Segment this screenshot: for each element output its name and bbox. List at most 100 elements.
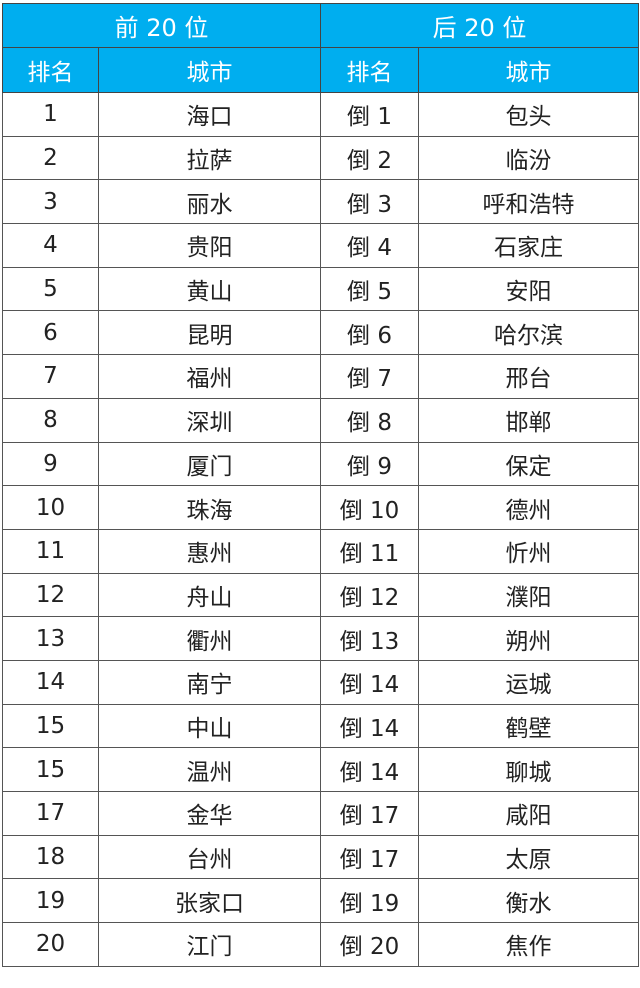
bottom-rank-cell: 倒 19 (320, 878, 420, 924)
bottom-city-cell: 呼和浩特 (418, 179, 640, 225)
top-city-cell: 衢州 (97, 616, 322, 661)
bottom-rank-cell: 倒 13 (320, 616, 420, 661)
table-row: 11 惠州倒 11 忻州 (2, 528, 640, 574)
top-city-cell: 金华 (97, 791, 322, 836)
top-city-cell: 昆明 (97, 310, 322, 356)
bottom-city-cell: 运城 (418, 659, 640, 705)
bottom-rank-cell: 倒 11 (320, 528, 420, 574)
top-rank-cell: 15 (2, 703, 99, 749)
bottom-city-cell: 焦作 (418, 922, 640, 967)
bottom-city-cell: 鹤壁 (418, 703, 640, 749)
bottom-city-cell: 朔州 (418, 616, 640, 661)
top-city-cell: 惠州 (97, 528, 322, 574)
bottom-rank-cell: 倒 14 (320, 747, 420, 792)
table-body: 1 海口倒 1 包头 2 拉萨倒 2 临汾 3 丽水倒 3 呼和浩特 4 贵阳倒 4 石家庄 5 黄山倒 … (2, 92, 640, 967)
bottom-rank-cell: 倒 20 (320, 922, 420, 967)
top-rank-cell: 6 (2, 310, 99, 356)
top-rank-cell: 7 (2, 354, 99, 399)
table-row: 15 中山倒 14 鹤壁 (2, 703, 640, 749)
top-city-cell: 福州 (97, 354, 322, 399)
table-row: 8 深圳倒 8 邯郸 (2, 397, 640, 443)
bottom-rank-cell: 倒 2 (320, 135, 420, 181)
table-row: 7 福州倒 7 邢台 (2, 354, 640, 399)
bottom-rank-cell: 倒 17 (320, 791, 420, 836)
bottom-rank-cell: 倒 12 (320, 572, 420, 618)
top-rank-cell: 5 (2, 266, 99, 312)
bottom-city-cell: 衡水 (418, 878, 640, 924)
top-city-cell: 拉萨 (97, 135, 322, 181)
table-row: 2 拉萨倒 2 临汾 (2, 135, 640, 181)
table-row: 15 温州倒 14 聊城 (2, 747, 640, 792)
top-city-cell: 江门 (97, 922, 322, 967)
top-rank-cell: 15 (2, 747, 99, 792)
bottom-rank-cell: 倒 8 (320, 397, 420, 443)
table-row: 6 昆明倒 6 哈尔滨 (2, 310, 640, 356)
top-rank-cell: 17 (2, 791, 99, 836)
table-row: 1 海口倒 1 包头 (2, 92, 640, 137)
top-city-cell: 舟山 (97, 572, 322, 618)
bottom-city-cell: 濮阳 (418, 572, 640, 618)
bottom-city-header: 城市 (418, 47, 640, 93)
bottom-rank-cell: 倒 1 (320, 92, 420, 137)
top-rank-cell: 14 (2, 659, 99, 705)
bottom-rank-cell: 倒 17 (320, 834, 420, 880)
bottom-rank-cell: 倒 14 (320, 703, 420, 749)
table-row: 9 厦门倒 9 保定 (2, 441, 640, 487)
bottom-city-cell: 邢台 (418, 354, 640, 399)
table-row: 20 江门倒 20 焦作 (2, 922, 640, 967)
bottom-rank-cell: 倒 6 (320, 310, 420, 356)
bottom-city-cell: 邯郸 (418, 397, 640, 443)
top-city-cell: 张家口 (97, 878, 322, 924)
table-row: 13 衢州倒 13 朔州 (2, 616, 640, 661)
bottom-rank-cell: 倒 7 (320, 354, 420, 399)
top-city-cell: 温州 (97, 747, 322, 792)
top-rank-cell: 11 (2, 528, 99, 574)
table-row: 14 南宁倒 14 运城 (2, 659, 640, 705)
table-row: 5 黄山倒 5 安阳 (2, 266, 640, 312)
bottom-city-cell: 忻州 (418, 528, 640, 574)
group-header-row: 前 20 位 后 20 位 (1, 3, 640, 48)
top-rank-cell: 20 (2, 922, 99, 967)
table-row: 3 丽水倒 3 呼和浩特 (2, 179, 640, 225)
top-city-cell: 海口 (97, 92, 322, 137)
table-row: 17 金华倒 17 咸阳 (2, 791, 640, 836)
top-rank-cell: 4 (2, 223, 99, 268)
top-20-header: 前 20 位 (1, 3, 322, 48)
top-city-cell: 南宁 (97, 659, 322, 705)
bottom-city-cell: 石家庄 (418, 223, 640, 268)
bottom-city-cell: 保定 (418, 441, 640, 487)
bottom-city-cell: 哈尔滨 (418, 310, 640, 356)
bottom-rank-cell: 倒 5 (320, 266, 420, 312)
table-row: 12 舟山倒 12 濮阳 (2, 572, 640, 618)
top-city-cell: 厦门 (97, 441, 322, 487)
column-header-row: 排名 城市 排名 城市 (2, 47, 640, 93)
bottom-rank-header: 排名 (320, 47, 420, 93)
top-rank-cell: 9 (2, 441, 99, 487)
top-rank-cell: 18 (2, 834, 99, 880)
bottom-city-cell: 咸阳 (418, 791, 640, 836)
top-city-cell: 深圳 (97, 397, 322, 443)
top-city-cell: 贵阳 (97, 223, 322, 268)
top-rank-cell: 10 (2, 485, 99, 530)
bottom-city-cell: 德州 (418, 485, 640, 530)
bottom-city-cell: 安阳 (418, 266, 640, 312)
top-city-cell: 丽水 (97, 179, 322, 225)
table-row: 4 贵阳倒 4 石家庄 (2, 223, 640, 268)
bottom-rank-cell: 倒 9 (320, 441, 420, 487)
bottom-20-header: 后 20 位 (320, 3, 640, 48)
bottom-city-cell: 太原 (418, 834, 640, 880)
bottom-city-cell: 聊城 (418, 747, 640, 792)
top-rank-cell: 3 (2, 179, 99, 225)
top-city-cell: 中山 (97, 703, 322, 749)
top-city-header: 城市 (97, 47, 322, 93)
city-ranking-table: 前 20 位 后 20 位 排名 城市 排名 城市 1 海口倒 1 包头 2 拉萨倒 2… (1, 3, 640, 967)
bottom-rank-cell: 倒 3 (320, 179, 420, 225)
table-row: 19 张家口倒 19 衡水 (2, 878, 640, 924)
top-city-cell: 台州 (97, 834, 322, 880)
table-row: 18 台州倒 17 太原 (2, 834, 640, 880)
bottom-rank-cell: 倒 10 (320, 485, 420, 530)
bottom-city-cell: 包头 (418, 92, 640, 137)
top-rank-cell: 13 (2, 616, 99, 661)
bottom-city-cell: 临汾 (418, 135, 640, 181)
top-rank-cell: 1 (2, 92, 99, 137)
